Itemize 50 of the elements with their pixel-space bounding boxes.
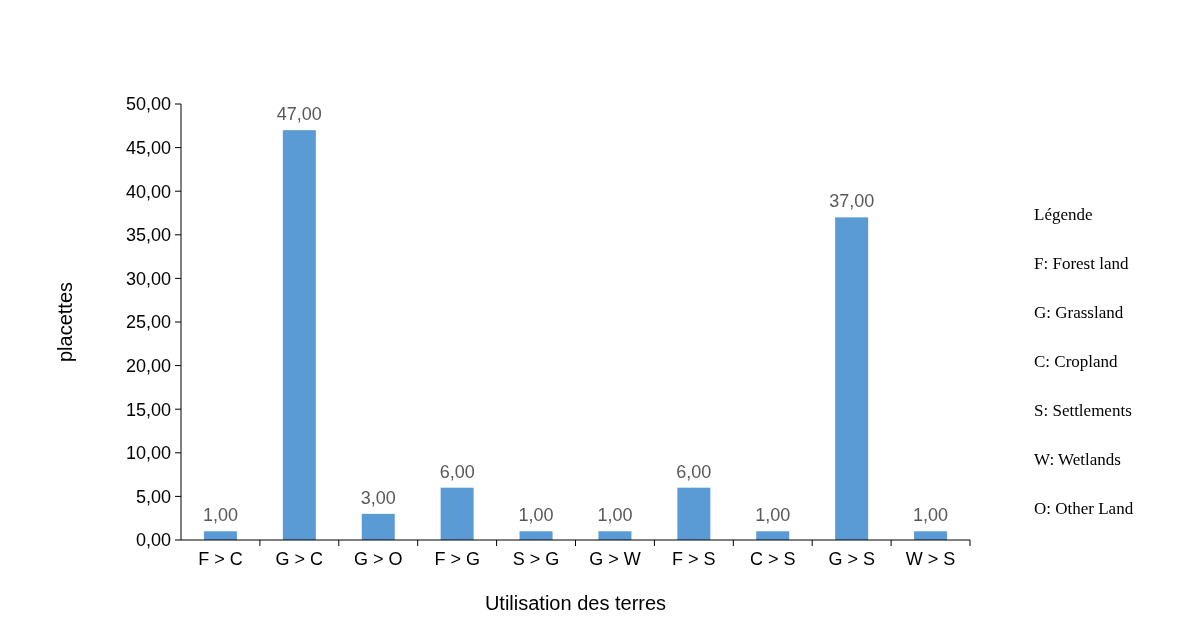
bar xyxy=(914,531,948,540)
x-tick-label: S > G xyxy=(512,549,560,569)
data-label: 47,00 xyxy=(276,104,322,125)
data-label: 6,00 xyxy=(439,461,475,482)
text: O: Other Land xyxy=(1034,499,1134,518)
data-label: 1,00 xyxy=(597,505,633,526)
x-tick-label: F > S xyxy=(672,549,716,569)
y-tick-label: 25,00 xyxy=(125,312,171,333)
x-tick-label: F > C xyxy=(198,549,243,569)
data-label: 6,00 xyxy=(676,461,712,482)
bar xyxy=(519,531,553,540)
y-tick-label: 30,00 xyxy=(125,268,171,289)
x-tick-label: G > O xyxy=(353,549,403,569)
text: G: Grassland xyxy=(1034,303,1124,322)
text: W: Wetlands xyxy=(1034,450,1121,469)
data-label: 1,00 xyxy=(913,505,949,526)
x-tick-label: F > G xyxy=(434,549,480,569)
text: F: Forest land xyxy=(1034,254,1129,273)
y-tick-label: 15,00 xyxy=(125,399,171,420)
bar xyxy=(440,487,474,540)
y-tick-label: 35,00 xyxy=(125,225,171,246)
y-tick-label: 40,00 xyxy=(125,181,171,202)
y-tick-label: 50,00 xyxy=(125,94,171,115)
text: Légende xyxy=(1034,205,1093,224)
bar xyxy=(282,130,316,540)
text: S: Settlements xyxy=(1034,401,1132,420)
y-tick-label: 0,00 xyxy=(135,530,171,551)
y-tick-label: 45,00 xyxy=(125,137,171,158)
y-tick-label: 10,00 xyxy=(125,443,171,464)
bar xyxy=(361,513,395,540)
x-axis-title: Utilisation des terres xyxy=(484,592,667,614)
data-label: 37,00 xyxy=(829,191,875,212)
y-tick-label: 20,00 xyxy=(125,355,171,376)
x-tick-label: C > S xyxy=(749,549,796,569)
x-tick-label: G > S xyxy=(828,549,875,569)
x-tick-label: G > W xyxy=(589,549,641,569)
y-axis-title: placettes xyxy=(54,281,76,363)
x-tick-label: W > S xyxy=(905,549,956,569)
bar xyxy=(203,531,237,540)
data-label: 1,00 xyxy=(518,505,554,526)
data-label: 1,00 xyxy=(202,505,238,526)
bar xyxy=(835,217,869,540)
data-label: 3,00 xyxy=(360,487,396,508)
bar xyxy=(598,531,632,540)
text: C: Cropland xyxy=(1034,352,1119,371)
y-tick-label: 5,00 xyxy=(135,486,171,507)
x-tick-label: G > C xyxy=(275,549,324,569)
bar xyxy=(677,487,711,540)
data-label: 1,00 xyxy=(755,505,791,526)
bar xyxy=(756,531,790,540)
